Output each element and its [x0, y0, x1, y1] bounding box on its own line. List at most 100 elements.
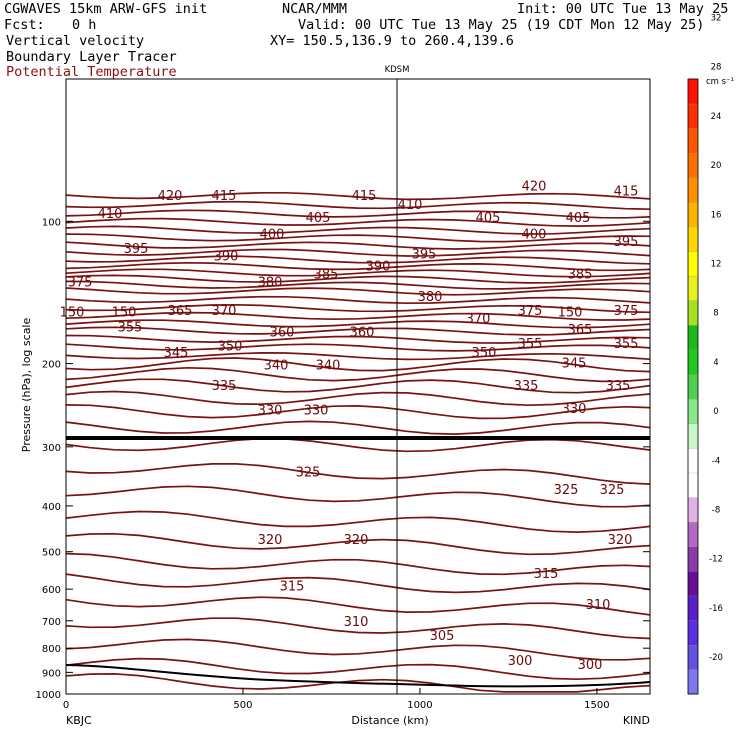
theta-label: 400: [260, 227, 285, 242]
theta-label: 310: [586, 598, 611, 613]
theta-label: 400: [522, 227, 547, 242]
colorbar-label: -12: [709, 555, 723, 565]
x-axis-label: Distance (km): [351, 714, 428, 727]
colorbar-label: -16: [709, 604, 723, 614]
colorbar-swatch: [687, 275, 699, 301]
theta-label: 395: [614, 235, 639, 250]
colorbar-swatch: [687, 128, 699, 154]
colorbar-swatch: [687, 177, 699, 203]
theta-contour: [65, 225, 651, 235]
colorbar-swatch: [687, 620, 699, 646]
theta-contour: [65, 343, 651, 352]
fcst-value: 0 h: [72, 17, 97, 33]
theta-contour: [65, 274, 651, 284]
x-tick-label: 0: [63, 700, 69, 711]
theta-label: 390: [214, 249, 239, 264]
right-endpoint-label: KIND: [623, 714, 650, 727]
y-axis: 100 200 300 400 500 600 700 800 900 1000: [36, 217, 650, 701]
colorbar-swatch: [687, 472, 699, 498]
theta-contour: [65, 233, 651, 243]
theta-contour: [65, 200, 651, 211]
theta-label: 410: [398, 198, 423, 213]
theta-label: 365: [568, 323, 593, 338]
theta-contour: [65, 404, 651, 420]
theta-label: 380: [418, 290, 443, 305]
theta-label: 415: [614, 184, 639, 199]
theta-label: 150: [112, 305, 137, 320]
theta-contour: [65, 617, 651, 640]
theta-label: 350: [218, 339, 243, 354]
theta-label: 420: [158, 189, 183, 204]
theta-label: 345: [562, 357, 587, 372]
theta-contour: [65, 217, 651, 227]
theta-contour: [65, 280, 651, 290]
theta-label: 335: [212, 379, 237, 394]
theta-contour: [65, 357, 651, 373]
theta-label: 300: [508, 654, 533, 669]
theta-label: 375: [68, 275, 93, 290]
colorbar-swatch: [687, 300, 699, 326]
theta-contour: [65, 319, 651, 329]
theta-label: 330: [304, 403, 329, 418]
theta-contour: [65, 638, 651, 661]
x-axis: 0 500 1000 1500: [63, 688, 610, 711]
colorbar-swatch: [687, 374, 699, 400]
theta-label: 365: [168, 304, 193, 319]
colorbar-swatch: [687, 497, 699, 523]
theta-label: 340: [316, 359, 341, 374]
theta-contour: [65, 261, 651, 272]
y-tick-label: 100: [42, 217, 61, 228]
theta-label: 390: [366, 260, 391, 275]
theta-label: 415: [352, 189, 377, 204]
y-tick-label: 200: [42, 360, 61, 371]
colorbar-swatch: [687, 78, 699, 105]
x-tick-label: 500: [233, 700, 252, 711]
colorbar-swatch: [687, 251, 699, 277]
left-endpoint-label: KBJC: [66, 714, 92, 727]
theta-contours: [65, 191, 651, 693]
y-tick-label: 600: [42, 585, 61, 596]
colorbar-swatch: [687, 669, 699, 695]
colorbar-swatch: [687, 103, 699, 129]
y-tick-label: 800: [42, 644, 61, 655]
plot-frame: [65, 78, 651, 695]
theta-contour: [65, 573, 651, 594]
theta-label: 350: [472, 346, 497, 361]
theta-label: 330: [258, 403, 283, 418]
kdsm-label: KDSM: [385, 65, 410, 75]
colorbar-swatch: [687, 546, 699, 572]
colorbar: -20-16-12-8-404812162024283236: [687, 14, 723, 695]
colorbar-label: -4: [712, 456, 720, 466]
colorbar-label: -8: [712, 506, 720, 516]
colorbar-swatch: [687, 447, 699, 474]
theta-label: 355: [118, 321, 143, 336]
model-title: CGWAVES 15km ARW-GFS init: [4, 1, 208, 17]
theta-label: 360: [350, 325, 375, 340]
colorbar-label: 32: [711, 14, 722, 24]
theta-contour: [65, 552, 651, 576]
theta-contour: [65, 366, 651, 383]
theta-label: 315: [534, 567, 559, 582]
terrain-line: [65, 664, 651, 688]
field-potential-temperature: Potential Temperature: [6, 64, 177, 80]
theta-label: 385: [314, 268, 339, 283]
y-axis-label: Pressure (hPa), log scale: [20, 318, 33, 453]
fcst-label: Fcst:: [4, 17, 45, 33]
theta-label: 375: [518, 304, 543, 319]
theta-label: 325: [296, 465, 321, 480]
theta-label: 415: [212, 189, 237, 204]
colorbar-swatch: [687, 152, 699, 178]
colorbar-label: 8: [713, 309, 718, 319]
theta-contour: [65, 303, 651, 314]
theta-label: 335: [606, 379, 631, 394]
colorbar-label: -20: [709, 653, 723, 663]
theta-label: 325: [600, 483, 625, 498]
theta-contour: [65, 390, 651, 407]
colorbar-swatch: [687, 595, 699, 621]
theta-contour: [65, 596, 651, 616]
theta-label: 395: [124, 242, 149, 257]
theta-label: 360: [270, 325, 295, 340]
theta-contour: [65, 673, 651, 693]
colorbar-swatch: [687, 324, 699, 351]
